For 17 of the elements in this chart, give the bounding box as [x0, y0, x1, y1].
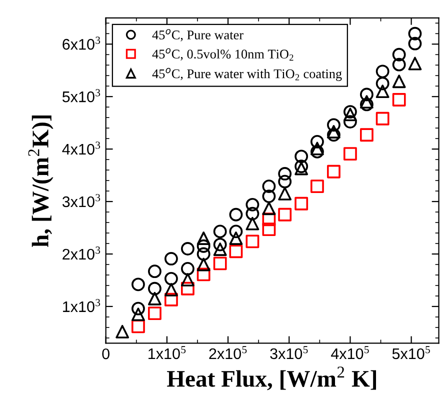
y-tick-label: 2x10$^{3}$	[62, 246, 100, 260]
y-tick-label: 6x10$^{3}$	[62, 36, 100, 50]
x-tick-label: 3x10$^{5}$	[270, 346, 308, 360]
x-axis-title: Heat Flux, [W/m$^{2}$ K]	[167, 366, 376, 390]
y-axis-title: h, [W/(m$^{2}$K)]	[28, 116, 54, 247]
x-tick-label: 1x10$^{5}$	[148, 346, 186, 360]
y-tick-label: 4x10$^{3}$	[62, 142, 100, 155]
legend-label: 45$^{o}$C, Pure water with TiO$_{2}$ coating	[152, 68, 342, 81]
x-tick-label: 4x10$^{5}$	[331, 346, 369, 360]
legend-label: 45$^{o}$C, Pure water	[152, 29, 244, 42]
x-tick-label: 2x10$^{5}$	[209, 346, 247, 360]
legend-label: 45$^{o}$C, 0.5vol% 10nm TiO$_{2}$	[152, 48, 294, 61]
y-tick-label: 5x10$^{3}$	[62, 89, 100, 102]
x-tick-label: 0	[102, 348, 110, 360]
y-tick-label: 3x10$^{3}$	[62, 194, 100, 208]
y-tick-label: 1x10$^{3}$	[63, 299, 100, 312]
x-tick-label: 5x10$^{5}$	[392, 346, 430, 360]
